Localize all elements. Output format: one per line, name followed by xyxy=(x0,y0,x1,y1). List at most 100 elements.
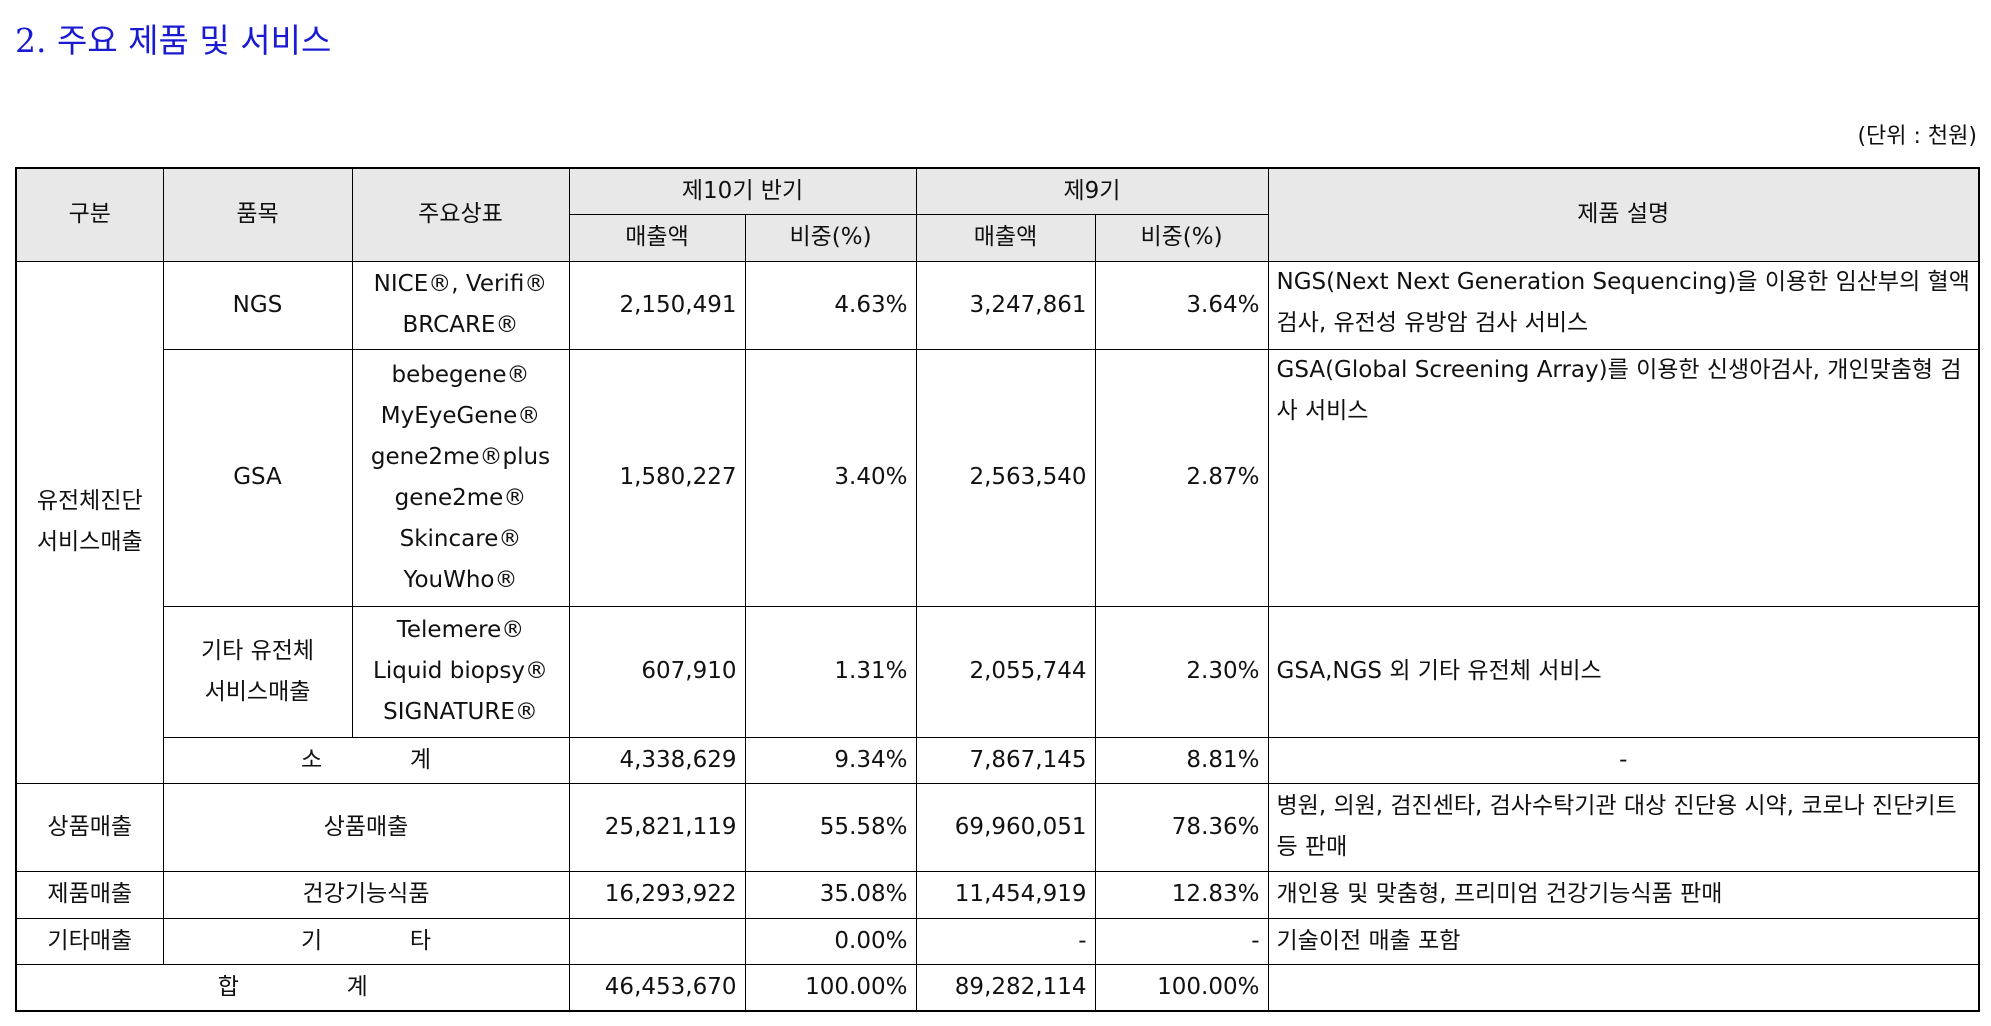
header: 제10기 반기 xyxy=(568,167,917,215)
number-cell: 1,580,227 xyxy=(568,348,746,607)
number-cell: 8.81% xyxy=(1094,736,1269,784)
cell-line: YouWho® xyxy=(403,566,518,593)
number-cell: 78.36% xyxy=(1094,782,1269,872)
number-cell: 55.58% xyxy=(744,782,917,872)
label-part: 합 xyxy=(217,973,239,1000)
row: 합 계 46,453,670 100.00% 89,282,114 100.00% xyxy=(15,963,1980,1012)
sales-table: 구분 품목 주요상표 제10기 반기 제9기 제품 설명 매출액 비중(%) 매… xyxy=(15,167,1980,1012)
number-cell: 35.08% xyxy=(744,870,917,919)
number-cell: 100.00% xyxy=(744,963,917,1012)
brand-cell: NICE®, Verifi® BRCARE® xyxy=(351,260,570,350)
row: GSA bebegene® MyEyeGene® gene2me®plus gene2m… xyxy=(16,348,1980,607)
label-part: 타 xyxy=(409,927,431,954)
label-part: 계 xyxy=(346,973,368,1000)
desc-cell: 병원, 의원, 검진센타, 검사수탁기관 대상 진단용 시약, 코로나 진단키트… xyxy=(1267,782,1980,872)
number-cell: 69,960,051 xyxy=(915,782,1096,872)
desc-cell: NGS(Next Next Generation Sequencing)을 이용… xyxy=(1267,260,1980,350)
unit-note: (단위 : 천원) xyxy=(1857,124,1977,149)
number-cell: 4,338,629 xyxy=(568,736,746,784)
cell-line: Skincare® xyxy=(399,525,522,552)
number-cell: 16,293,922 xyxy=(568,870,746,919)
number-cell: 2,055,744 xyxy=(915,605,1096,738)
item-cell: GSA xyxy=(162,348,353,607)
cell-line: bebegene® xyxy=(391,361,530,388)
number-cell: 12.83% xyxy=(1094,870,1269,919)
brand-cell: bebegene® MyEyeGene® gene2me®plus gene2me® S… xyxy=(351,348,570,607)
cell-line: 유전체진단 xyxy=(36,488,143,514)
number-cell: 25,821,119 xyxy=(568,782,746,872)
cell-line: BRCARE® xyxy=(402,312,519,338)
desc-cell: GSA,NGS 외 기타 유전체 서비스 xyxy=(1267,605,1980,738)
number-cell: 3.40% xyxy=(744,348,917,607)
header: 비중(%) xyxy=(744,213,917,262)
header: 제9기 xyxy=(915,167,1269,215)
cell-line: NGS xyxy=(232,291,283,318)
cell-line: gene2me® xyxy=(394,484,527,511)
number-cell: 2,150,491 xyxy=(568,260,746,350)
number-cell: 9.34% xyxy=(744,736,917,784)
header: 매출액 xyxy=(568,213,746,262)
cell-line: 서비스매출 xyxy=(204,678,311,705)
header: 품목 xyxy=(162,167,353,262)
row: 제품매출 건강기능식품 16,293,922 35.08% 11,454,919 12.8… xyxy=(15,870,1980,919)
number-cell: 46,453,670 xyxy=(568,963,746,1012)
row: 상품매출 상품매출 25,821,119 55.58% 69,960,051 78.36%… xyxy=(15,782,1980,872)
number-cell: 607,910 xyxy=(568,605,746,738)
cell-line: Liquid biopsy® xyxy=(373,658,548,684)
number-cell: 3,247,861 xyxy=(915,260,1096,350)
header: 매출액 xyxy=(915,213,1096,262)
number-cell: 4.63% xyxy=(744,260,917,350)
label-part: 기 xyxy=(301,927,323,954)
label-part: 소 xyxy=(301,746,323,773)
item-cell: 상품매출 xyxy=(162,782,570,872)
row: 기타매출 기 타 0.00% - - 기술이전 매출 포함 xyxy=(15,917,1980,965)
cell-line: Telemere® xyxy=(396,617,525,643)
cell-line: NICE®, Verifi® xyxy=(373,271,548,297)
cell-line: GSA xyxy=(233,464,282,490)
number-cell: 0.00% xyxy=(744,917,917,965)
number-cell: 1.31% xyxy=(744,605,917,738)
cell-line: 기타 유전체 xyxy=(200,637,315,664)
empty-cell xyxy=(1267,963,1980,1012)
brand-cell: Telemere® Liquid biopsy® SIGNATURE® xyxy=(351,605,570,738)
number-cell: 89,282,114 xyxy=(915,963,1096,1012)
number-cell: - xyxy=(915,917,1096,965)
cell-line: gene2me®plus xyxy=(370,443,551,470)
number-cell: 11,454,919 xyxy=(915,870,1096,919)
cell-line: MyEyeGene® xyxy=(380,402,541,429)
item-cell: NGS xyxy=(162,260,353,350)
group-cell: 기타매출 xyxy=(15,917,164,965)
number-cell: - xyxy=(1094,917,1269,965)
desc-cell: - xyxy=(1267,736,1980,784)
number-cell: 3.64% xyxy=(1094,260,1269,350)
header: 제품 설명 xyxy=(1267,167,1980,262)
empty-cell xyxy=(568,917,746,965)
row: 기타 유전체 서비스매출 Telemere® Liquid biopsy® SIGNAT… xyxy=(16,605,1980,738)
label-part: 계 xyxy=(409,746,431,773)
group-cell: 제품매출 xyxy=(15,870,164,919)
row: 소 계 4,338,629 9.34% 7,867,145 8.81% - xyxy=(16,736,1980,784)
item-cell: 건강기능식품 xyxy=(162,870,570,919)
header: 구분 xyxy=(15,167,164,262)
number-cell: 2,563,540 xyxy=(915,348,1096,607)
desc-cell: 개인용 및 맞춤형, 프리미엄 건강기능식품 판매 xyxy=(1267,870,1980,919)
header: 주요상표 xyxy=(351,167,570,262)
number-cell: 2.30% xyxy=(1094,605,1269,738)
number-cell: 100.00% xyxy=(1094,963,1269,1012)
desc-cell: GSA(Global Screening Array)를 이용한 신생아검사, … xyxy=(1267,348,1980,607)
cell-line: 서비스매출 xyxy=(36,529,143,555)
number-cell: 7,867,145 xyxy=(915,736,1096,784)
group-cell: 상품매출 xyxy=(15,782,164,872)
section-title: 2. 주요 제품 및 서비스 xyxy=(15,21,332,60)
